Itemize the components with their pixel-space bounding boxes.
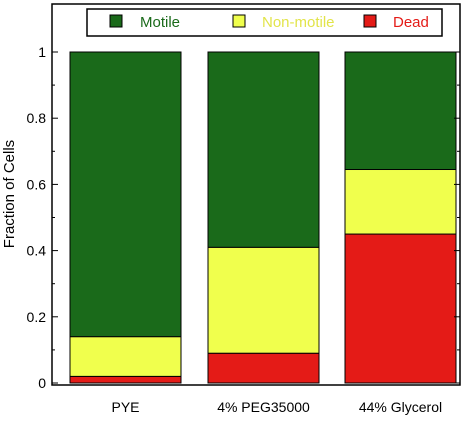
y-axis-tick-labels: 0 0.2 0.4 0.6 0.8 1 [27,44,47,391]
bars-layer [69,51,457,384]
legend-label-motile: Motile [140,14,180,31]
legend-swatch-non-motile [232,14,246,28]
bar-motile-1 [69,51,182,338]
x-category-label: 44% Glycerol [359,399,442,415]
legend-label-non-motile: Non-motile [262,14,335,31]
x-axis-category-labels: PYE 4% PEG35000 44% Glycerol [111,399,442,415]
bar-dead-3 [344,233,457,384]
bar-non-motile-2 [207,246,320,354]
legend-swatch-motile [109,14,123,28]
bar-dead-1 [69,375,182,384]
y-tick-label: 0.8 [27,110,47,126]
y-axis-ticks [52,51,460,384]
y-tick-label: 0.6 [27,176,47,192]
bar-dead-2 [207,352,320,384]
bar-non-motile-1 [69,336,182,377]
x-category-label: PYE [111,399,139,415]
x-category-label: 4% PEG35000 [217,399,310,415]
y-tick-label: 1 [38,44,46,60]
bar-motile-3 [344,51,457,171]
legend-label-dead: Dead [393,14,429,31]
plot-area-frame [51,3,461,386]
legend-box [86,8,443,37]
legend-swatch-dead [363,14,377,28]
bar-non-motile-3 [344,169,457,235]
y-tick-label: 0.4 [27,243,47,259]
bar-motile-2 [207,51,320,248]
y-tick-label: 0.2 [27,309,47,325]
y-axis-label: Fraction of Cells [1,140,18,248]
legend: Motile Non-motile Dead [86,8,443,37]
y-tick-label: 0 [38,375,46,391]
